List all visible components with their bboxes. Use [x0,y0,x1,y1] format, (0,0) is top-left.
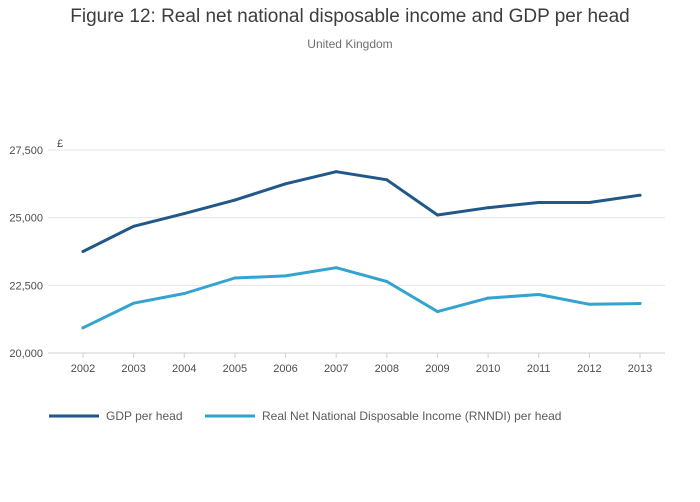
data-point [435,213,439,217]
x-tick-label: 2004 [172,363,196,375]
chart-title: Figure 12: Real net national disposable … [70,6,630,27]
x-tick-label: 2013 [628,363,652,375]
legend: GDP per head Real Net National Disposable… [49,409,561,423]
data-point [638,193,642,197]
x-tick-label: 2008 [375,363,399,375]
data-point [233,198,237,202]
data-point [638,301,642,305]
x-tick-label: 2009 [425,363,449,375]
data-point [233,276,237,280]
data-point [132,301,136,305]
data-point [81,326,85,330]
axes: 20,000 22,500 25,000 27,500 2002 2003 2004 2005… [9,145,665,375]
legend-item: GDP per head [49,409,183,423]
data-point [537,293,541,297]
data-point [486,296,490,300]
x-tick-label: 2003 [121,363,145,375]
y-tick-label: 22,500 [9,280,43,292]
x-tick-label: 2010 [476,363,500,375]
data-point [334,266,338,270]
x-tick-label: 2005 [223,363,247,375]
y-tick-label: 27,500 [9,145,43,157]
series-line-1 [81,266,642,330]
x-tick-label: 2006 [273,363,297,375]
data-point [385,178,389,182]
series-lines [81,170,642,330]
y-tick-label: 25,000 [9,213,43,225]
data-point [587,302,591,306]
data-point [486,206,490,210]
series-line-0 [81,170,642,253]
data-point [334,170,338,174]
data-point [587,201,591,205]
data-point [182,291,186,295]
data-point [435,310,439,314]
data-point [284,182,288,186]
legend-label: Real Net National Disposable Income (RNN… [262,409,561,423]
x-tick-label: 2002 [71,363,95,375]
legend-item: Real Net National Disposable Income (RNN… [205,409,561,423]
x-tick-label: 2007 [324,363,348,375]
data-point [182,212,186,216]
gridlines [48,149,665,286]
legend-label: GDP per head [106,409,183,423]
data-point [284,274,288,278]
chart-subtitle: United Kingdom [307,37,393,51]
x-tick-label: 2012 [577,363,601,375]
x-tick-label: 2011 [527,363,551,375]
data-point [132,224,136,228]
data-point [81,250,85,253]
y-axis-unit-label: £ [57,138,63,150]
y-tick-label: 20,000 [9,348,43,360]
data-point [385,280,389,284]
data-point [537,201,541,205]
